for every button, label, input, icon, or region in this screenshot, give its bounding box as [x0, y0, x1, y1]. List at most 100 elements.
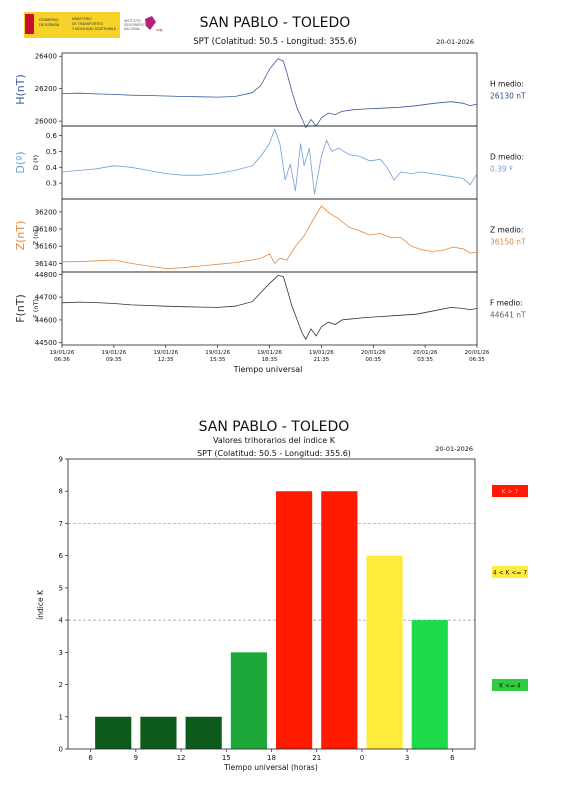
chart1-xtick-date-4: 19/01/26: [257, 350, 282, 356]
panel-2-mean-value: 36150 nT: [490, 238, 526, 247]
k-xtick-label-0: 6: [88, 754, 93, 762]
panel-1-mean-label: D medio:: [490, 153, 524, 162]
panel-1-axis-label: D (º): [32, 155, 40, 170]
panel-0-ytick-label-1: 26200: [35, 85, 57, 93]
chart1-xtick-date-6: 20/01/26: [361, 350, 386, 356]
k-ytick-label-2: 2: [59, 681, 63, 689]
k-bar-1: [140, 716, 177, 749]
panel-frame-1: [61, 125, 478, 200]
chart1-xtick-time-1: 09:35: [106, 357, 122, 363]
logo-text-5: Y MOVILIDAD SOSTENIBLE: [72, 27, 117, 31]
coat-of-arms-icon: [25, 14, 34, 34]
k-ytick-label-5: 5: [59, 584, 63, 592]
panel-3-ytick-label-2: 44700: [35, 294, 57, 302]
chart2-subtitle: Valores trihorarios del índice K: [213, 436, 336, 445]
panel-2-ytick-label-2: 36180: [35, 226, 57, 234]
k-ytick-label-9: 9: [59, 456, 63, 464]
k-bar-5: [321, 491, 358, 749]
k-xtick-label-7: 3: [405, 754, 409, 762]
k-bar-6: [366, 555, 403, 749]
k-xtick-label-1: 9: [134, 754, 138, 762]
panel-0-mean-value: 26130 nT: [490, 92, 526, 101]
panel-1-ytick-label-2: 0.5: [46, 148, 57, 156]
panel-2-mean-label: Z medio:: [490, 226, 523, 235]
chart1-xtick-time-7: 03:35: [417, 357, 433, 363]
panel-2-label: Z(nT): [14, 221, 27, 251]
k-legend-label-0: K > 7: [502, 489, 519, 496]
panel-3-series-line: [61, 274, 478, 341]
header-logos: GOBIERNO DE ESPAÑA MINISTERIO DE TRANSPO…: [24, 12, 162, 38]
k-xtick-label-6: 0: [360, 754, 364, 762]
chart1-xtick-time-2: 12:35: [158, 357, 174, 363]
chart1-xtick-date-8: 20/01/26: [465, 350, 490, 356]
panel-3-label: F(nT): [14, 294, 27, 323]
panel-3-mean-label: F medio:: [490, 299, 523, 308]
k-bar-7: [411, 620, 448, 749]
ign-text-3: NACIONAL: [124, 27, 141, 31]
k-ytick-label-7: 7: [59, 520, 63, 528]
chart1-xtick-date-5: 19/01/26: [309, 350, 334, 356]
k-ytick-label-3: 3: [59, 649, 63, 657]
panel-2-series-line: [62, 205, 478, 270]
k-bar-4: [276, 491, 313, 749]
k-xtick-label-3: 15: [222, 754, 231, 762]
chart1-xtick-time-0: 06:36: [54, 357, 70, 363]
chart1-xlabel: Tiempo universal: [233, 365, 303, 374]
chart1-xtick-date-2: 19/01/26: [153, 350, 178, 356]
panel-2-ytick-label-3: 36200: [35, 208, 57, 216]
magnetometer-panels: 26000 26200 26400 H(nT) H medio: 26130 nT 0.3 0…: [14, 52, 526, 363]
k-legend-swatch-2: [492, 679, 528, 691]
k-index-legend: K > 7 4 < K <= 7 K <= 4: [492, 485, 528, 691]
k-ytick-label-8: 8: [59, 488, 63, 496]
chart2-ylabel: índice K: [36, 589, 45, 620]
panel-frame-0: [61, 52, 478, 127]
cnig-text: cnig: [156, 28, 162, 32]
chart1-title: SAN PABLO - TOLEDO: [200, 15, 351, 31]
panel-2-ytick-label-0: 36140: [35, 260, 57, 268]
k-ytick-label-4: 4: [59, 617, 64, 625]
chart1-xtick-time-8: 06:35: [469, 357, 485, 363]
panel-3-ytick-label-3: 44800: [35, 271, 57, 279]
k-ytick-label-6: 6: [59, 552, 64, 560]
cnig-logo-icon: [145, 16, 156, 30]
panel-3-ytick-label-0: 44500: [35, 339, 57, 347]
k-bar-0: [95, 716, 132, 749]
k-xtick-label-4: 18: [267, 754, 276, 762]
chart2-date: 20-01-2026: [435, 445, 473, 453]
panel-3-axis-label: F (nT): [32, 299, 40, 318]
logo-text-2: DE ESPAÑA: [39, 22, 60, 27]
chart1-xtick-time-5: 21:35: [313, 357, 329, 363]
government-logo-block: [24, 12, 120, 38]
k-ytick-label-1: 1: [59, 713, 63, 721]
panel-1-ytick-label-3: 0.6: [46, 132, 58, 140]
k-legend-swatch-1: [492, 566, 528, 578]
k-legend-swatch-0: [492, 485, 528, 497]
k-xtick-label-2: 12: [177, 754, 186, 762]
panel-2-axis-label: Z (nT): [32, 226, 40, 246]
logo-text-4: DE TRANSPORTES: [72, 22, 104, 26]
chart1-xtick-date-7: 20/01/26: [413, 350, 438, 356]
chart1-xtick-date-0: 19/01/26: [50, 350, 75, 356]
panel-0-mean-label: H medio:: [490, 80, 524, 89]
panel-1-ytick-label-0: 0.3: [46, 180, 57, 188]
k-xtick-label-8: 6: [450, 754, 455, 762]
k-bar-2: [185, 716, 222, 749]
ign-text-1: INSTITUTO: [124, 19, 141, 23]
chart1-date: 20-01-2026: [436, 38, 474, 46]
k-legend-label-2: K <= 4: [499, 683, 521, 690]
panel-0-ytick-label-0: 26000: [35, 118, 57, 126]
chart1-subtitle: SPT (Colatitud: 50.5 - Longitud: 355.6): [193, 37, 356, 47]
panel-3-mean-value: 44641 nT: [490, 311, 526, 320]
panel-1-ytick-label-1: 0.4: [46, 164, 58, 172]
k-legend-label-1: 4 < K <= 7: [493, 570, 527, 577]
chart1-xtick-time-6: 00:35: [365, 357, 381, 363]
chart2-subtitle-2: SPT (Colatitud: 50.5 - Longitud: 355.6): [197, 449, 351, 458]
panel-frame-2: [61, 198, 478, 273]
chart1-xtick-time-4: 18:35: [262, 357, 278, 363]
ign-text-2: GEOGRÁFICO: [124, 23, 146, 27]
chart1-xtick-date-1: 19/01/26: [102, 350, 127, 356]
k-ytick-label-0: 0: [59, 746, 63, 754]
chart2-xlabel: Tiempo universal (horas): [223, 763, 318, 772]
